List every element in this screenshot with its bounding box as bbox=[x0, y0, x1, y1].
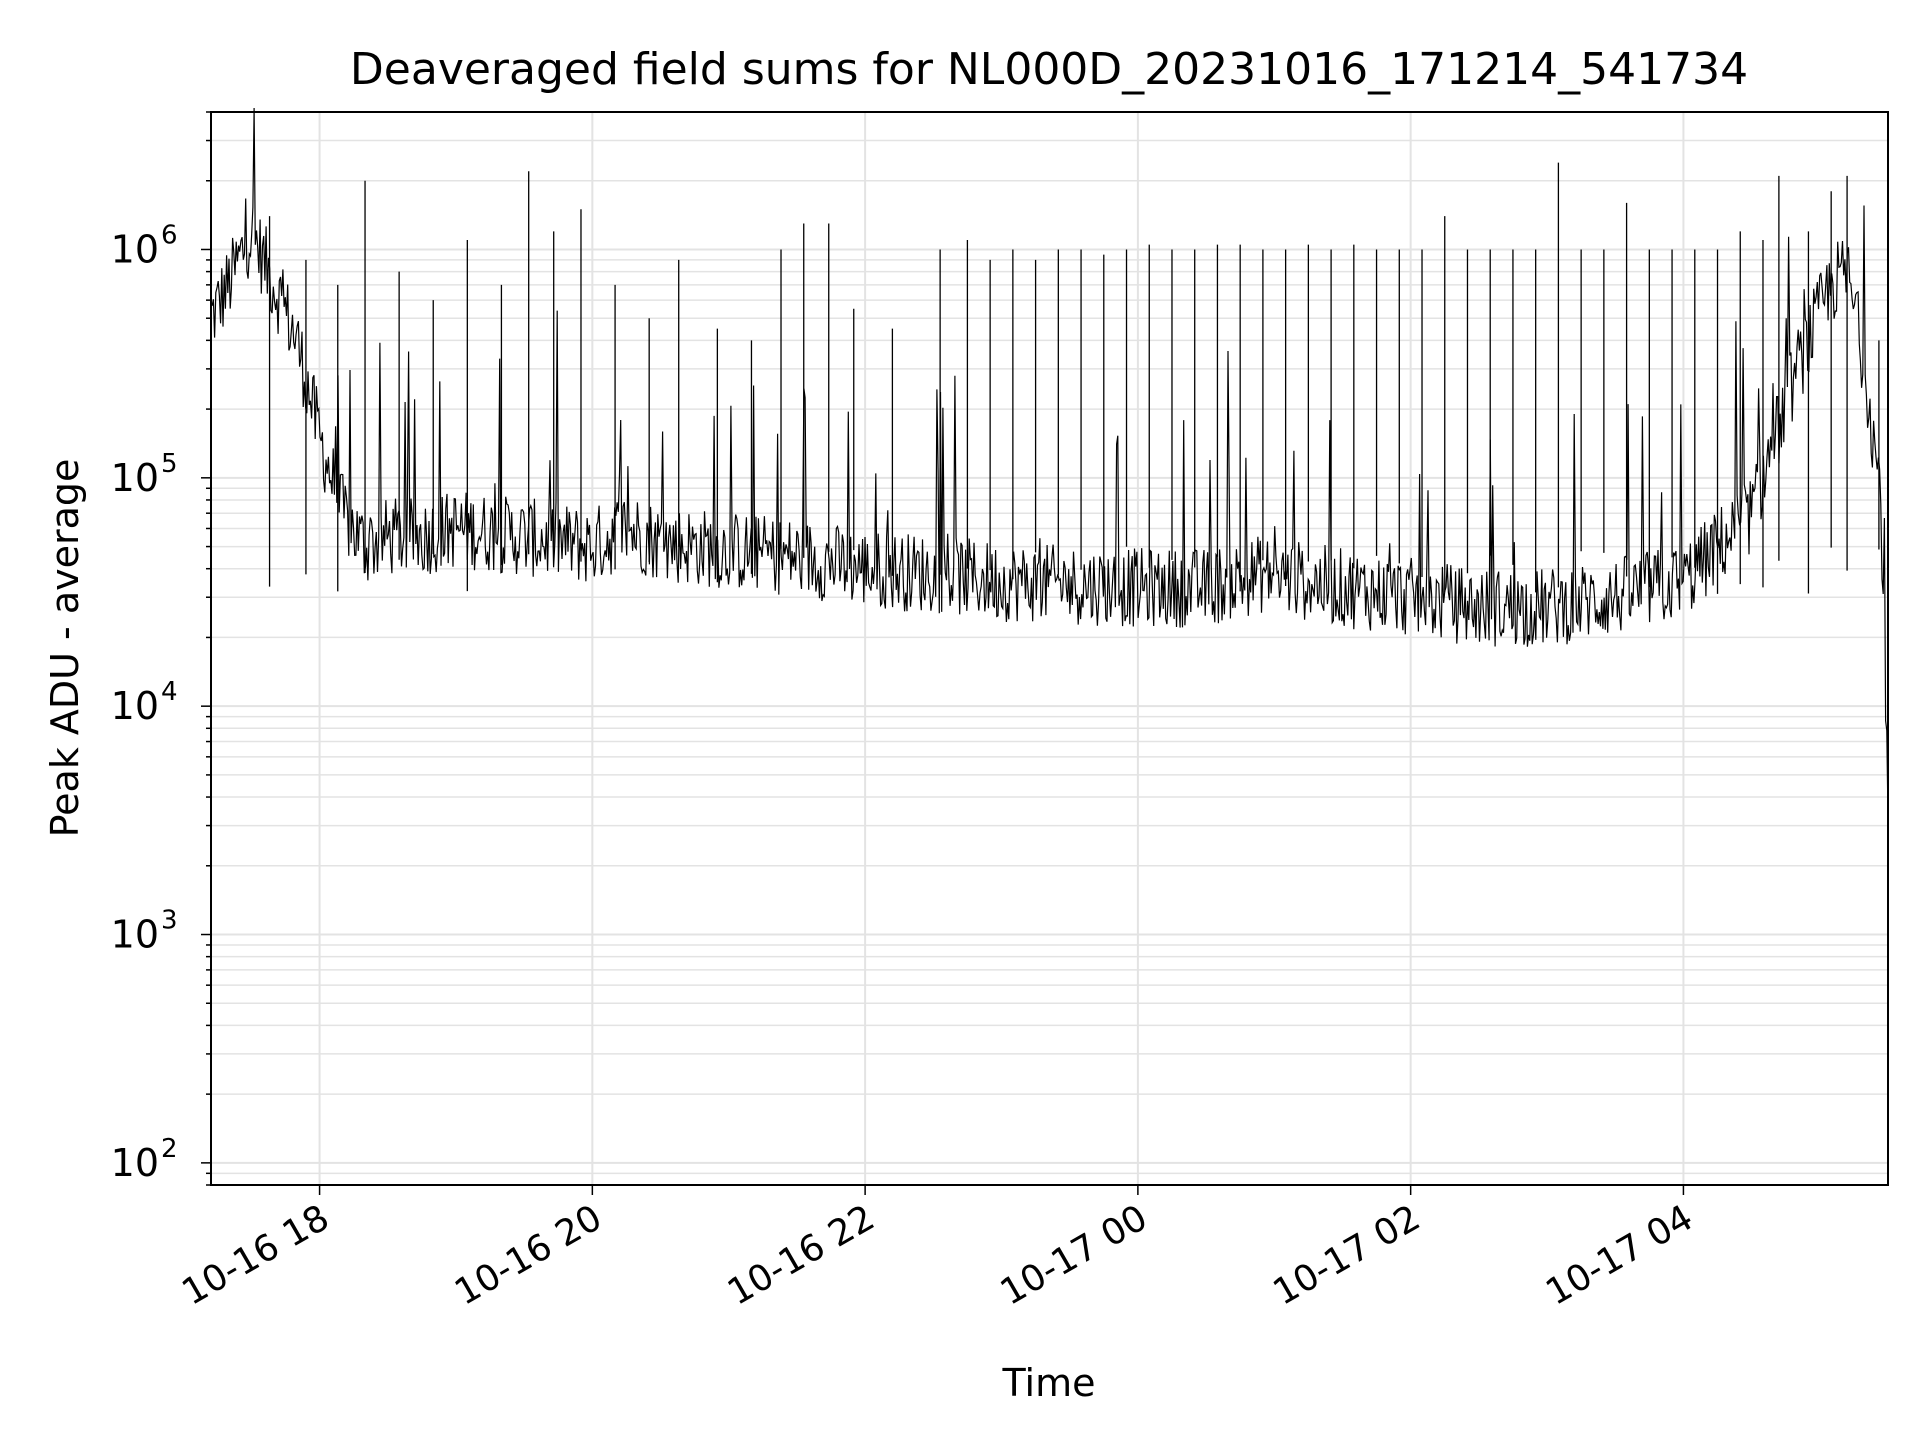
y-axis-label: Peak ADU - average bbox=[43, 459, 87, 838]
y-tick-label: 10 bbox=[111, 456, 159, 500]
y-tick-exponent: 4 bbox=[161, 677, 178, 707]
y-tick-exponent: 6 bbox=[161, 220, 178, 250]
y-tick-exponent: 5 bbox=[161, 449, 178, 479]
y-tick-label: 10 bbox=[111, 684, 159, 728]
plot-frame bbox=[210, 111, 1889, 1186]
y-tick-exponent: 2 bbox=[161, 1134, 178, 1164]
y-tick-exponent: 3 bbox=[161, 906, 178, 936]
grid bbox=[211, 111, 1888, 1186]
y-tick-label: 10 bbox=[111, 1141, 159, 1185]
series-line bbox=[210, 107, 1889, 820]
x-axis-label: Time bbox=[1002, 1361, 1096, 1405]
data-layer bbox=[210, 107, 1889, 820]
y-tick-label: 10 bbox=[111, 913, 159, 957]
chart-title: Deaveraged field sums for NL000D_2023101… bbox=[350, 44, 1748, 95]
y-tick-label: 10 bbox=[111, 227, 159, 271]
